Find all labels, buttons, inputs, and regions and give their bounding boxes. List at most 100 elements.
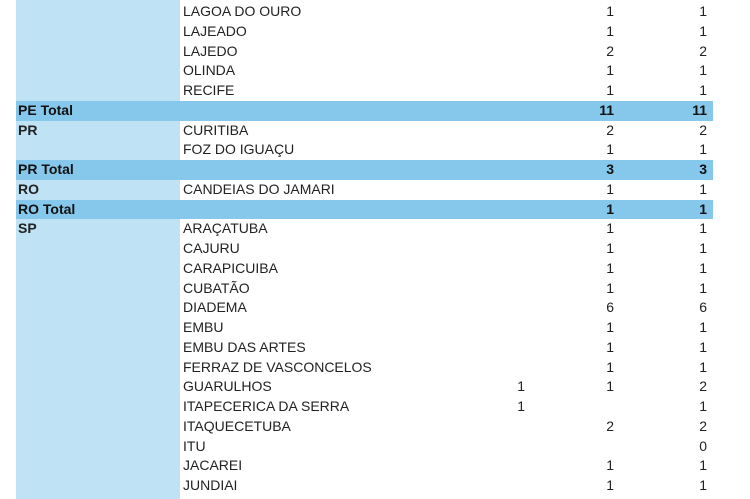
value-col-3[interactable]: 11: [692, 101, 707, 118]
table-row: SP ARAÇATUBA 1 1: [16, 219, 713, 239]
value-col-2[interactable]: 2: [606, 417, 614, 434]
value-col-3[interactable]: 2: [699, 378, 707, 395]
value-col-3[interactable]: 1: [699, 319, 707, 335]
city-cell[interactable]: FERRAZ DE VASCONCELOS: [183, 358, 372, 375]
table-row: FOZ DO IGUAÇU 1 1: [16, 140, 713, 160]
city-cell[interactable]: LAJEDO: [183, 42, 238, 59]
value-col-2[interactable]: 6: [606, 299, 614, 316]
table-row: CUBATÃO 1 1: [16, 279, 713, 299]
city-cell[interactable]: CAJURU: [183, 240, 240, 256]
table-row: OLINDA 1 1: [16, 61, 713, 81]
value-col-3[interactable]: 2: [699, 417, 707, 434]
table-row: LAGOA DO OURO 1 1: [16, 2, 713, 22]
city-cell[interactable]: DIADEMA: [183, 299, 247, 316]
value-col-3[interactable]: 1: [699, 477, 707, 493]
value-col-3[interactable]: 1: [699, 279, 707, 296]
value-col-3[interactable]: 1: [699, 141, 707, 158]
city-cell[interactable]: CARAPICUIBA: [183, 259, 278, 276]
value-col-3[interactable]: 1: [699, 82, 707, 98]
table-row: PR CURITIBA 2 2: [16, 121, 713, 141]
value-col-2[interactable]: 1: [606, 82, 614, 98]
city-cell[interactable]: JUNDIAI: [183, 477, 238, 493]
value-col-2[interactable]: 1: [606, 477, 614, 493]
value-col-3[interactable]: 0: [699, 437, 707, 454]
value-col-2[interactable]: 1: [606, 240, 614, 256]
city-cell[interactable]: CANDEIAS DO JAMARI: [183, 180, 335, 197]
table-row: DIADEMA 6 6: [16, 298, 713, 318]
city-cell[interactable]: OLINDA: [183, 62, 236, 79]
city-cell[interactable]: ITAQUECETUBA: [183, 417, 291, 434]
value-col-2[interactable]: 1: [606, 220, 614, 237]
value-col-3[interactable]: 1: [699, 457, 707, 474]
value-col-3[interactable]: 2: [699, 121, 707, 138]
city-cell[interactable]: CURITIBA: [183, 121, 249, 138]
value-col-2[interactable]: 1: [606, 3, 614, 19]
value-col-2[interactable]: 3: [606, 161, 614, 177]
value-col-3[interactable]: 1: [699, 22, 707, 39]
city-cell[interactable]: ITAPECERICA DA SERRA: [183, 398, 350, 414]
value-col-2[interactable]: 1: [606, 259, 614, 276]
value-col-1[interactable]: 1: [517, 398, 525, 414]
value-col-3[interactable]: 1: [699, 240, 707, 256]
table-row: LAJEDO 2 2: [16, 42, 713, 62]
state-cell[interactable]: RO: [18, 180, 39, 197]
city-cell[interactable]: CUBATÃO: [183, 279, 250, 296]
value-col-2[interactable]: 1: [606, 62, 614, 79]
value-col-2[interactable]: 11: [599, 101, 614, 118]
value-col-3[interactable]: 1: [699, 3, 707, 19]
city-cell[interactable]: RECIFE: [183, 82, 235, 98]
value-col-2[interactable]: 1: [606, 457, 614, 474]
table-row: LAJEADO 1 1: [16, 22, 713, 42]
total-row: PR Total 3 3: [16, 160, 713, 180]
city-cell[interactable]: JACAREI: [183, 457, 243, 474]
value-col-3[interactable]: 6: [699, 299, 707, 316]
table-row: ITU 0: [16, 437, 713, 457]
value-col-2[interactable]: 1: [606, 279, 614, 296]
value-col-3[interactable]: 1: [699, 358, 707, 375]
table-row: RECIFE 1 1: [16, 81, 713, 101]
table-row: CARAPICUIBA 1 1: [16, 259, 713, 279]
value-col-2[interactable]: 1: [606, 141, 614, 158]
city-cell[interactable]: GUARULHOS: [183, 378, 272, 395]
city-cell[interactable]: ARAÇATUBA: [183, 220, 268, 237]
city-cell[interactable]: ITU: [183, 437, 206, 454]
value-col-2[interactable]: 1: [606, 319, 614, 335]
value-col-3[interactable]: 1: [699, 398, 707, 414]
table-row: FERRAZ DE VASCONCELOS 1 1: [16, 358, 713, 378]
city-cell[interactable]: LAGOA DO OURO: [183, 3, 302, 19]
value-col-2[interactable]: 1: [606, 22, 614, 39]
city-cell[interactable]: EMBU: [183, 319, 224, 335]
table-row: GUARULHOS 1 1 2: [16, 377, 713, 397]
city-cell[interactable]: EMBU DAS ARTES: [183, 338, 306, 355]
value-col-2[interactable]: 1: [606, 180, 614, 197]
value-col-3[interactable]: 1: [699, 338, 707, 355]
table-row: JUNDIAI 1 1: [16, 476, 713, 496]
state-cell[interactable]: PR: [18, 121, 38, 138]
city-cell[interactable]: FOZ DO IGUAÇU: [183, 141, 295, 158]
state-cell[interactable]: PR Total: [18, 161, 74, 177]
value-col-1[interactable]: 1: [517, 378, 525, 395]
table-row: ITAQUECETUBA 2 2: [16, 417, 713, 437]
state-cell[interactable]: SP: [18, 220, 37, 237]
value-col-2[interactable]: 2: [606, 42, 614, 59]
value-col-3[interactable]: 2: [699, 42, 707, 59]
value-col-3[interactable]: 1: [699, 62, 707, 79]
table-row: RO CANDEIAS DO JAMARI 1 1: [16, 180, 713, 200]
value-col-2[interactable]: 2: [606, 121, 614, 138]
value-col-2[interactable]: 1: [606, 358, 614, 375]
value-col-3[interactable]: 1: [699, 180, 707, 197]
value-col-2[interactable]: 1: [606, 200, 614, 217]
value-col-3[interactable]: 1: [699, 259, 707, 276]
value-col-3[interactable]: 3: [699, 161, 707, 177]
table-row: JACAREI 1 1: [16, 456, 713, 476]
total-row: RO Total 1 1: [16, 199, 713, 220]
value-col-2[interactable]: 1: [606, 338, 614, 355]
city-cell[interactable]: LAJEADO: [183, 22, 247, 39]
value-col-2[interactable]: 1: [606, 378, 614, 395]
value-col-3[interactable]: 1: [699, 200, 707, 217]
state-cell[interactable]: RO Total: [18, 200, 76, 217]
state-cell[interactable]: PE Total: [18, 101, 73, 118]
value-col-3[interactable]: 1: [699, 220, 707, 237]
table-row: ITAPECERICA DA SERRA 1 1: [16, 397, 713, 417]
table-row: EMBU DAS ARTES 1 1: [16, 338, 713, 358]
